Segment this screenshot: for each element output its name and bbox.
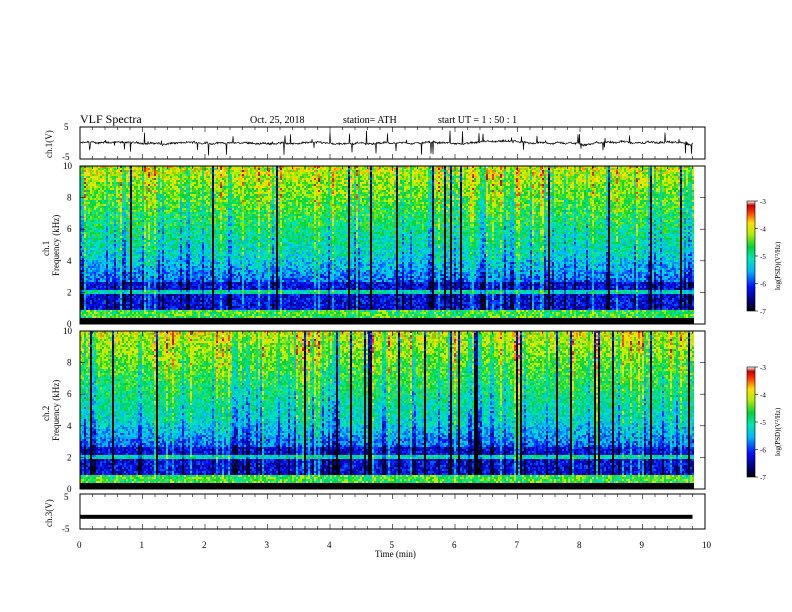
ch3-waveform-ylabel: ch.3(V)	[44, 499, 54, 527]
ch1-colorbar-label: log(PSD)(V²/Hz)	[774, 241, 782, 290]
ch3-waveform-frame	[80, 494, 705, 529]
y-tick-label: 10	[63, 326, 73, 336]
x-tick-label: 10	[702, 540, 712, 550]
x-tick-label: 8	[577, 540, 582, 550]
station-label: station= ATH	[343, 115, 397, 126]
ch1-waveform-ylabel: ch.1(V)	[44, 130, 54, 158]
y-tick-label: 2	[67, 452, 72, 462]
colorbar-tick-label: -5	[760, 253, 766, 261]
colorbar-tick-label: -7	[760, 474, 766, 482]
ch2-frequency-ylabel: Frequency (kHz)	[51, 380, 61, 441]
ch2-colorbar-ticks: -3 -4 -5 -6 -7	[755, 364, 766, 482]
ch2-channel-label: ch.2	[41, 406, 51, 421]
colorbar-tick-label: -3	[760, 364, 766, 372]
y-tick-label: 8	[67, 193, 72, 203]
colorbar-tick-label: -4	[760, 226, 766, 234]
ch1-frequency-ylabel: Frequency (kHz)	[51, 215, 61, 276]
y-tick-label: 2	[67, 287, 72, 297]
ch3-waveform-line	[80, 515, 693, 519]
start-time-label: start UT = 1 : 50 : 1	[438, 115, 517, 126]
figure-title: VLF Spectra	[80, 112, 142, 126]
x-tick-label: 9	[640, 540, 645, 550]
ch1-spectrogram-image	[80, 166, 694, 324]
y-tick-label: 4	[67, 256, 72, 266]
y-tick-label: 4	[67, 421, 72, 431]
date-label: Oct. 25, 2018	[250, 115, 304, 126]
colorbar-tick-label: -5	[760, 419, 766, 427]
ch3-waveform-panel: 5 -5 ch.3(V)	[44, 492, 705, 534]
y-tick-label: 6	[67, 224, 72, 234]
colorbar-tick-label: -6	[760, 281, 766, 289]
y-tick-label: 10	[63, 161, 73, 171]
colorbar-tick-label: -3	[760, 198, 766, 206]
ch1-channel-label: ch.1	[41, 241, 51, 256]
y-tick-label: 6	[67, 389, 72, 399]
x-tick-label: 6	[452, 540, 457, 550]
x-tick-label: 3	[265, 540, 270, 550]
ch1-waveform-panel: 5 -5 ch.1(V)	[44, 122, 705, 162]
x-tick-label: 1	[140, 540, 145, 550]
x-tick-label: 0	[77, 540, 82, 550]
ch2-spectrogram-image	[80, 331, 694, 489]
y-tick-label: 8	[67, 358, 72, 368]
colorbar-tick-label: -6	[760, 447, 766, 455]
ch3-waveform-ticks	[80, 494, 705, 529]
colorbar-tick-label: -7	[760, 308, 766, 316]
ch2-colorbar-label: log(PSD)(V²/Hz)	[774, 407, 782, 456]
x-tick-label: 4	[327, 540, 332, 550]
ch3-ytick-top: 5	[64, 492, 69, 502]
colorbar-tick-label: -4	[760, 392, 766, 400]
ch1-colorbar-ticks: -3 -4 -5 -6 -7	[755, 198, 766, 316]
ch1-colorbar	[747, 201, 755, 311]
x-tick-label: 2	[202, 540, 207, 550]
x-tick-label: 7	[515, 540, 520, 550]
ch1-ytick-top: 5	[64, 122, 69, 132]
ch2-colorbar	[747, 367, 755, 477]
ch1-waveform-line	[80, 131, 693, 156]
ch3-ytick-bottom: -5	[62, 524, 70, 534]
x-axis-label: Time (min)	[375, 549, 416, 559]
